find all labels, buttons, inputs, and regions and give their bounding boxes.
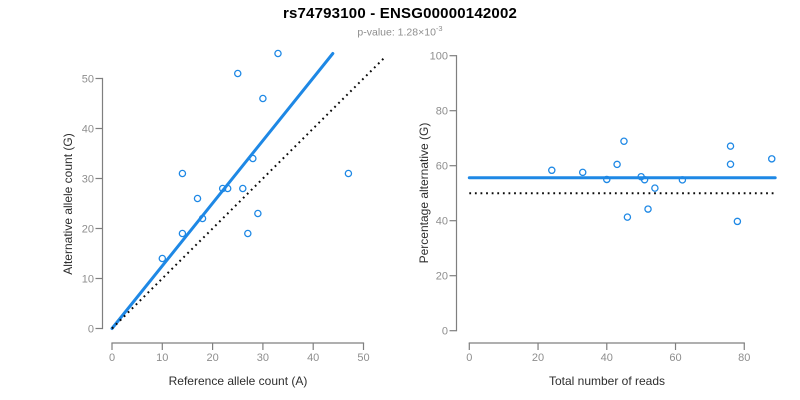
data-point xyxy=(233,69,242,78)
data-point xyxy=(726,160,735,168)
data-point xyxy=(344,169,353,178)
data-point xyxy=(623,213,632,221)
plot-title: rs74793100 - ENSG00000142002 xyxy=(282,5,518,22)
y-tick-label: 80 xyxy=(436,106,448,118)
data-point xyxy=(726,142,735,150)
y-tick-label: 0 xyxy=(442,326,448,338)
data-point xyxy=(274,49,282,58)
data-point xyxy=(620,137,628,146)
x-tick-label: 20 xyxy=(532,352,544,364)
x-tick-label: 30 xyxy=(257,352,269,364)
data-point xyxy=(768,155,776,163)
x-tick-label: 0 xyxy=(466,352,472,364)
left-x-axis-title: Reference allele count (A) xyxy=(168,374,308,388)
y-tick-label: 30 xyxy=(82,173,94,185)
x-tick-label: 40 xyxy=(307,352,319,364)
y-tick-label: 50 xyxy=(82,73,94,85)
x-tick-label: 80 xyxy=(738,352,750,364)
data-point xyxy=(733,217,742,226)
regression-fit-line xyxy=(110,52,335,330)
y-tick-label: 40 xyxy=(82,123,94,135)
p-value-subtitle: p-value: 1.28×10-3 xyxy=(0,24,800,39)
x-tick-label: 60 xyxy=(669,352,681,364)
data-point xyxy=(259,94,267,103)
data-point xyxy=(254,209,262,218)
y-tick-label: 100 xyxy=(430,51,448,63)
y-tick-label: 0 xyxy=(88,323,94,335)
x-tick-label: 10 xyxy=(156,352,168,364)
right-y-axis-title: Percentage alternative (G) xyxy=(417,122,431,264)
data-point xyxy=(548,166,556,175)
y-tick-label: 20 xyxy=(436,271,448,283)
y-tick-label: 60 xyxy=(436,161,448,173)
data-point xyxy=(178,229,187,238)
data-point xyxy=(578,168,587,177)
p-value-exponent: -3 xyxy=(435,24,443,33)
data-point xyxy=(613,160,621,169)
p-value-text: p-value: 1.28×10 xyxy=(357,26,436,39)
x-tick-label: 50 xyxy=(357,352,369,364)
x-tick-label: 20 xyxy=(206,352,218,364)
data-point xyxy=(239,184,247,193)
data-point xyxy=(158,254,167,263)
y-tick-label: 10 xyxy=(82,273,94,285)
data-point xyxy=(651,184,659,192)
identity-line xyxy=(111,55,387,330)
data-point xyxy=(644,205,652,213)
data-point xyxy=(244,229,252,238)
right-x-axis-title: Total number of reads xyxy=(548,374,666,388)
left-y-axis-title: Alternative allele count (G) xyxy=(61,133,75,275)
data-point xyxy=(178,169,187,178)
y-tick-label: 20 xyxy=(82,223,94,235)
data-point xyxy=(193,194,202,203)
y-tick-label: 40 xyxy=(436,216,448,228)
x-tick-label: 0 xyxy=(109,352,115,364)
x-tick-label: 40 xyxy=(601,352,613,364)
